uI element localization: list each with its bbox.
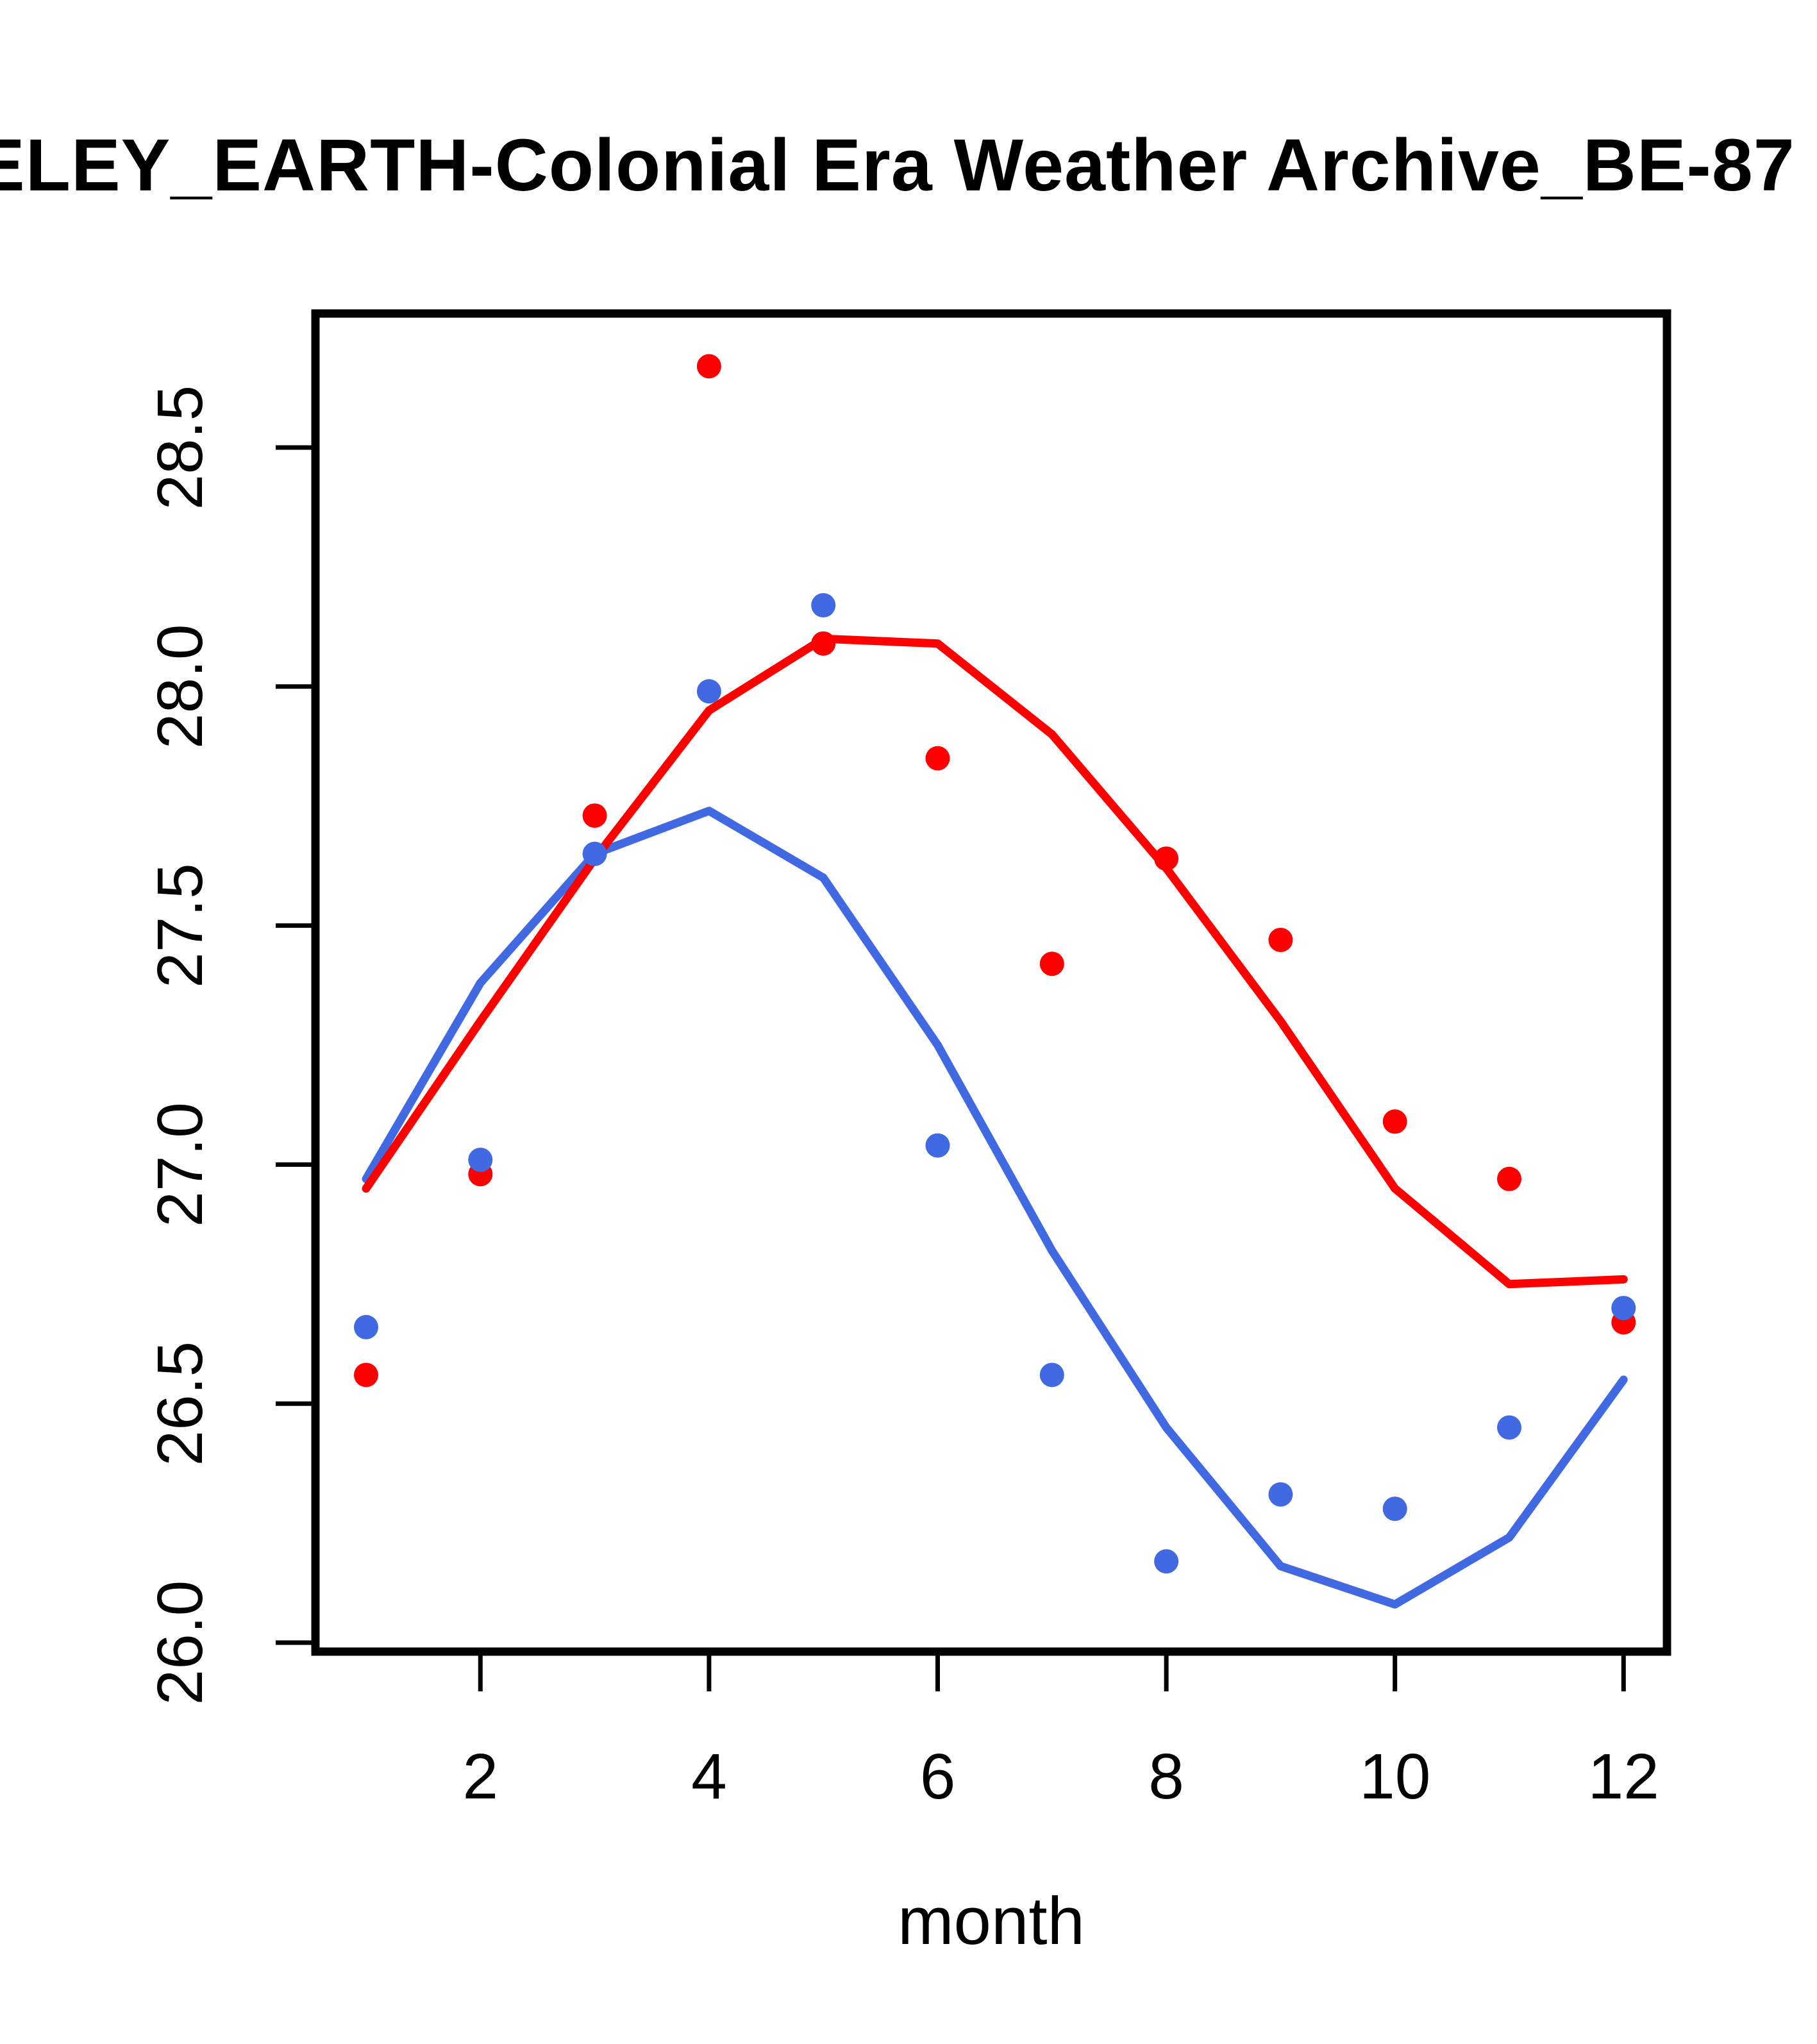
red-monthly-points-point bbox=[1154, 846, 1179, 871]
red-monthly-points-point bbox=[354, 1362, 378, 1387]
red-monthly-points-point bbox=[696, 354, 721, 379]
blue-monthly-points-point bbox=[1039, 1362, 1064, 1387]
x-tick-label: 10 bbox=[1359, 1741, 1430, 1813]
blue-monthly-points-point bbox=[582, 841, 607, 866]
x-axis-title: month bbox=[898, 1884, 1085, 1959]
y-tick-label: 26.5 bbox=[144, 1341, 216, 1466]
blue-monthly-points-point bbox=[1497, 1415, 1521, 1440]
x-tick-label: 8 bbox=[1148, 1741, 1184, 1813]
y-tick-label: 26.0 bbox=[144, 1580, 216, 1705]
blue-monthly-points-point bbox=[1154, 1549, 1179, 1574]
blue-monthly-points-point bbox=[354, 1314, 378, 1339]
plot-box bbox=[311, 309, 1671, 1656]
red-monthly-points-point bbox=[1039, 951, 1064, 976]
y-tick-label: 28.0 bbox=[144, 624, 216, 749]
y-tick-label: 27.5 bbox=[144, 863, 216, 988]
plot-title: ELEY_EARTH-Colonial Era Weather Archive_… bbox=[0, 124, 1795, 206]
red-monthly-points-point bbox=[1382, 1109, 1407, 1134]
blue-monthly-points-point bbox=[1611, 1296, 1636, 1321]
blue-fit-line bbox=[362, 807, 1628, 1609]
red-monthly-points-point bbox=[811, 631, 836, 656]
blue-monthly-points-point bbox=[1268, 1482, 1293, 1507]
red-monthly-points-point bbox=[582, 803, 607, 828]
red-monthly-points-point bbox=[1497, 1166, 1521, 1191]
blue-monthly-points-point bbox=[468, 1147, 493, 1172]
red-monthly-points-point bbox=[1268, 927, 1293, 952]
x-tick-label: 12 bbox=[1588, 1741, 1659, 1813]
y-tick-label: 28.5 bbox=[144, 385, 216, 510]
x-tick-label: 6 bbox=[920, 1741, 956, 1813]
blue-monthly-points-point bbox=[1382, 1496, 1407, 1521]
x-tick-label: 2 bbox=[462, 1741, 498, 1813]
blue-monthly-points-point bbox=[811, 593, 836, 618]
y-tick-label: 27.0 bbox=[144, 1102, 216, 1227]
blue-monthly-points-point bbox=[925, 1133, 950, 1158]
red-monthly-points-point bbox=[925, 746, 950, 771]
blue-monthly-points-point bbox=[696, 679, 721, 704]
x-tick-label: 4 bbox=[691, 1741, 727, 1813]
red-fit-line bbox=[362, 634, 1628, 1289]
